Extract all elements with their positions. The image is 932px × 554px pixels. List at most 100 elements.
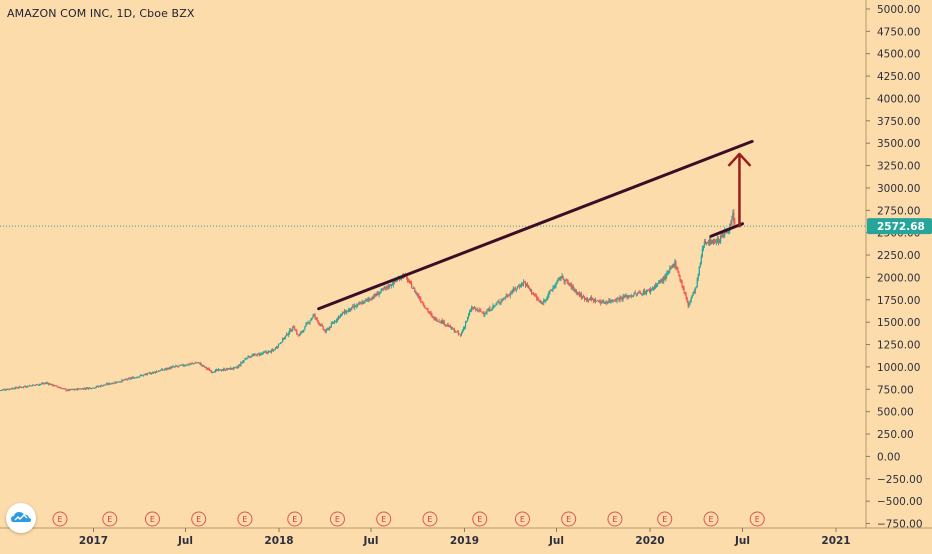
candle-body bbox=[263, 352, 265, 353]
candle-body bbox=[438, 320, 440, 322]
candle-body bbox=[155, 371, 158, 373]
candle-body bbox=[189, 363, 191, 365]
candle-body bbox=[620, 296, 622, 299]
candle-body bbox=[373, 294, 375, 299]
candle-body bbox=[611, 299, 613, 301]
candle-body bbox=[162, 369, 164, 371]
candle-body bbox=[455, 331, 457, 333]
candle-body bbox=[515, 288, 517, 290]
candle-body bbox=[38, 384, 40, 386]
tradingview-logo-icon[interactable] bbox=[6, 503, 36, 533]
candle-body bbox=[252, 355, 254, 357]
candle-body bbox=[223, 368, 225, 370]
candle-body bbox=[478, 309, 480, 311]
cloud-icon bbox=[11, 512, 31, 522]
candle-body bbox=[51, 384, 53, 385]
candle-body bbox=[492, 305, 494, 309]
candle-body bbox=[75, 388, 77, 390]
candle-body bbox=[552, 287, 554, 291]
candle-body bbox=[204, 366, 206, 368]
candle-body bbox=[324, 330, 326, 333]
candle-body bbox=[652, 287, 655, 289]
candle-body bbox=[86, 387, 89, 389]
candle-body bbox=[19, 386, 21, 388]
candle-body bbox=[130, 378, 132, 379]
candle-body bbox=[371, 297, 373, 300]
candle-body bbox=[170, 367, 172, 369]
candle-body bbox=[309, 320, 311, 324]
earnings-marker bbox=[561, 511, 577, 527]
earnings-marker bbox=[472, 511, 488, 527]
candle-body bbox=[238, 365, 240, 367]
candle-body bbox=[215, 369, 218, 371]
candle-body bbox=[132, 377, 134, 379]
candle-body bbox=[197, 362, 199, 364]
candle-body bbox=[265, 351, 267, 353]
candle-body bbox=[589, 297, 592, 300]
earnings-marker-label: E bbox=[196, 515, 201, 524]
candle-body bbox=[352, 306, 354, 308]
candle-body bbox=[182, 364, 184, 366]
candle-body bbox=[225, 370, 227, 371]
candle-body bbox=[277, 344, 280, 348]
candle-body bbox=[16, 387, 18, 389]
candle-body bbox=[245, 358, 247, 360]
candle-body bbox=[33, 384, 36, 386]
candle-body bbox=[363, 301, 365, 303]
candle-body bbox=[269, 351, 271, 353]
candle-body bbox=[626, 295, 628, 298]
price-tick-label: 3250.00 bbox=[877, 161, 920, 173]
candle-body bbox=[586, 297, 589, 300]
candle-body bbox=[153, 371, 156, 373]
earnings-marker-label: E bbox=[292, 515, 297, 524]
candle-body bbox=[354, 305, 356, 308]
candle-body bbox=[574, 290, 576, 291]
candle-body bbox=[615, 300, 617, 302]
candle-body bbox=[190, 363, 192, 365]
candle-body bbox=[203, 365, 205, 368]
candle-body bbox=[322, 326, 324, 330]
candle-body bbox=[463, 326, 466, 328]
candle-body bbox=[369, 298, 371, 300]
candle-body bbox=[338, 316, 341, 318]
candle-body bbox=[17, 387, 19, 389]
candle-body bbox=[29, 385, 32, 387]
candle-body bbox=[500, 300, 502, 303]
candle-body bbox=[284, 336, 286, 340]
candle-body bbox=[104, 384, 106, 386]
candle-body bbox=[122, 380, 124, 381]
candle-body bbox=[583, 296, 586, 300]
candle-body bbox=[56, 385, 58, 387]
price-tick-label: 0.00 bbox=[877, 451, 900, 463]
candle-body bbox=[485, 313, 487, 315]
candle-body bbox=[25, 386, 28, 388]
candle-body bbox=[154, 371, 157, 373]
candle-body bbox=[702, 245, 704, 250]
candle-body bbox=[194, 362, 196, 364]
candle-body bbox=[376, 292, 378, 296]
candle-body bbox=[511, 291, 513, 293]
candle-body bbox=[623, 296, 625, 298]
candle-body bbox=[318, 322, 320, 324]
candle-body bbox=[601, 302, 603, 304]
candle-body bbox=[447, 325, 449, 327]
price-tick-label: 1500.00 bbox=[877, 317, 920, 329]
candle-body bbox=[171, 366, 173, 369]
candle-body bbox=[5, 389, 7, 391]
candle-body bbox=[319, 323, 321, 326]
candle-body bbox=[91, 387, 94, 389]
candle-body bbox=[81, 388, 83, 390]
candle-body bbox=[705, 242, 708, 244]
candle-body bbox=[219, 369, 222, 371]
candle-body bbox=[525, 283, 528, 286]
candle-body bbox=[173, 366, 175, 368]
price-tick-label: 500.00 bbox=[877, 407, 914, 419]
candle-body bbox=[457, 331, 460, 334]
candle-body bbox=[484, 314, 486, 316]
candle-body bbox=[406, 277, 409, 282]
candle-body bbox=[202, 365, 204, 367]
candle-body bbox=[316, 317, 318, 321]
candle-body bbox=[606, 302, 608, 304]
